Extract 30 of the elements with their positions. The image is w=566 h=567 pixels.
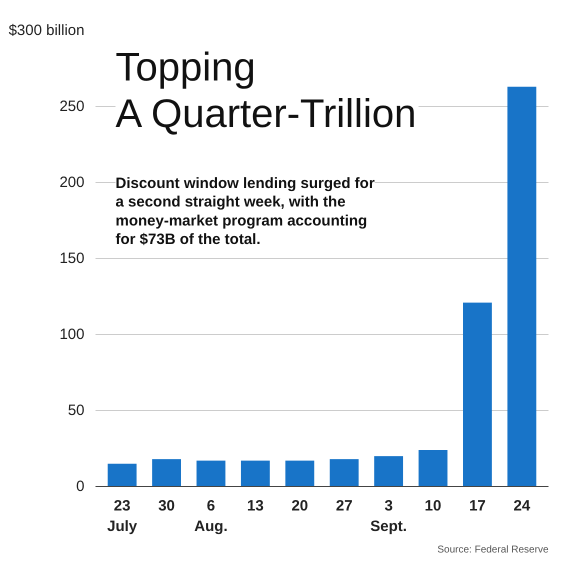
y-tick-label: 250 (59, 98, 85, 115)
x-tick-label: 10 (424, 498, 442, 514)
x-tick-label: 3 Sept. (370, 498, 407, 535)
x-tick-label: 24 (514, 498, 531, 514)
text: Discount window lending surged for a second straight week, with the money-market program accounting for $73B of the total. (116, 174, 375, 248)
bar (108, 464, 137, 486)
bar (196, 460, 226, 486)
bar (240, 460, 270, 486)
y-tick-label: 200 (59, 174, 85, 191)
bar (463, 302, 492, 486)
x-tick-label: 20 (291, 498, 308, 514)
x-tick-label: 30 (158, 498, 175, 514)
y-tick-label: 100 (59, 326, 85, 343)
x-tick-label: 6 Aug. (194, 498, 228, 535)
y-tick-label: 50 (68, 402, 85, 419)
y-tick-label: 150 (59, 250, 85, 267)
y-tick-label: 0 (76, 478, 84, 495)
x-tick-label: 17 (469, 498, 486, 514)
bar (152, 459, 181, 486)
bar (285, 460, 314, 486)
x-tick-label: 27 (336, 498, 353, 514)
x-tick-label: 23 July (107, 498, 138, 535)
x-tick-label: 13 (247, 498, 264, 514)
bar (418, 450, 448, 486)
bar (374, 456, 404, 486)
y-tick-label: $300 billion (8, 22, 85, 39)
bar (330, 459, 359, 486)
text: Topping A Quarter-Trillion (116, 46, 416, 136)
bar (507, 86, 536, 486)
source-note: Source: Federal Reserve (437, 544, 549, 556)
